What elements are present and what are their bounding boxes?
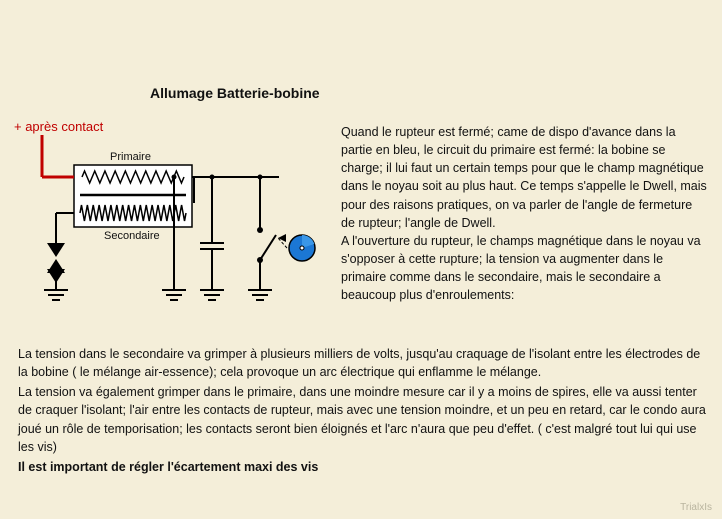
right-paragraph: Quand le rupteur est fermé; came de disp…: [341, 123, 709, 304]
bottom-p2: La tension va également grimper dans le …: [18, 383, 706, 456]
watermark: TrialxIs: [680, 502, 712, 513]
circuit-diagram: Primaire Secondaire: [14, 135, 334, 325]
bottom-bold: Il est important de régler l'écartement …: [18, 458, 706, 476]
bottom-p1: La tension dans le secondaire va grimper…: [18, 345, 706, 381]
secondary-label: Secondaire: [104, 230, 160, 242]
contact-label: + après contact: [14, 119, 103, 134]
bottom-paragraphs: La tension dans le secondaire va grimper…: [18, 345, 706, 478]
circuit-svg: [14, 135, 334, 325]
primary-label: Primaire: [110, 151, 151, 163]
page-title: Allumage Batterie-bobine: [150, 85, 320, 101]
